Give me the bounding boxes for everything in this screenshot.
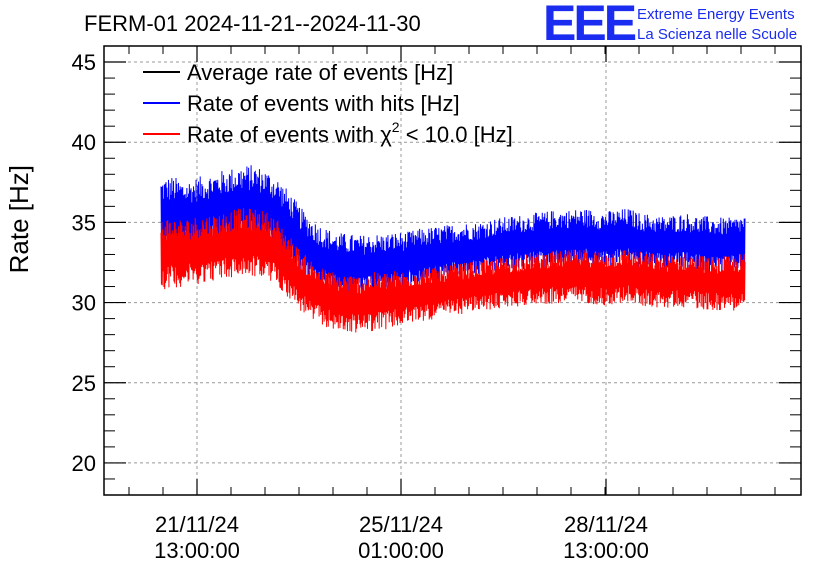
x-tick-date: 25/11/24 (359, 512, 443, 537)
y-tick-label: 40 (72, 130, 96, 155)
x-tick-date: 28/11/24 (564, 512, 648, 537)
legend-label-average: Average rate of events [Hz] (187, 60, 453, 85)
legend-label-chi2: Rate of events with χ2 < 10.0 [Hz] (187, 119, 513, 147)
y-tick-label: 35 (72, 210, 96, 235)
series-layer (160, 165, 746, 333)
y-tick-label: 25 (72, 371, 96, 396)
chart-title: FERM-01 2024-11-21--2024-11-30 (84, 11, 421, 36)
series-line-1 (160, 208, 746, 333)
x-tick-date: 21/11/24 (155, 512, 239, 537)
logo-mark: EEE (543, 0, 636, 51)
y-axis-label: Rate [Hz] (4, 165, 34, 273)
legend-label-hits: Rate of events with hits [Hz] (187, 91, 460, 116)
x-tick-time: 01:00:00 (358, 538, 444, 563)
legend: Average rate of events [Hz] Rate of even… (143, 60, 513, 147)
axis-ticks (104, 45, 801, 496)
y-tick-label: 45 (72, 50, 96, 75)
logo-line-1: Extreme Energy Events (637, 6, 795, 23)
series-line-0 (160, 165, 746, 297)
y-tick-label: 20 (72, 451, 96, 476)
x-tick-time: 13:00:00 (154, 538, 240, 563)
eee-logo: EEE Extreme Energy Events La Scienza nel… (543, 0, 797, 51)
x-tick-time: 13:00:00 (563, 538, 649, 563)
logo-line-2: La Scienza nelle Scuole (637, 26, 797, 43)
y-tick-label: 30 (72, 291, 96, 316)
tick-labels: 20253035404521/11/2413:00:0025/11/2401:0… (72, 50, 649, 563)
